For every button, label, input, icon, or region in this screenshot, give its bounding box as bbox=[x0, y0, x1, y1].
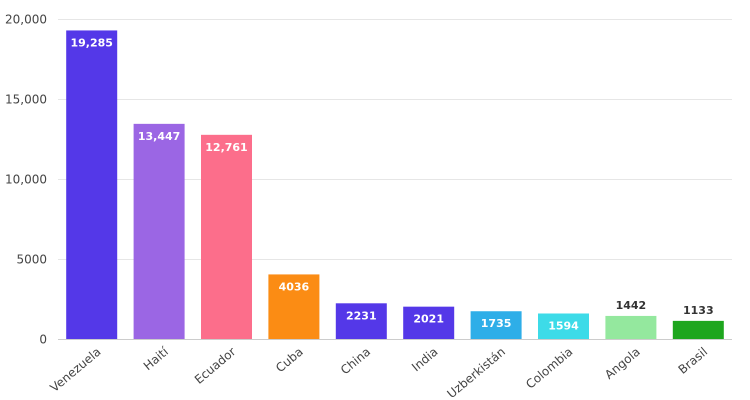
x-tick-label: Angola bbox=[602, 345, 643, 382]
x-axis-tick-labels: Venezuela Haití Ecuador Cuba China India Uzber… bbox=[47, 344, 710, 400]
bars bbox=[66, 30, 724, 340]
bar[interactable] bbox=[335, 303, 387, 339]
bar[interactable] bbox=[470, 311, 522, 339]
x-tick-label: Cuba bbox=[273, 345, 306, 376]
y-tick-label: 0 bbox=[39, 333, 47, 347]
x-tick-label: Uzberkistán bbox=[444, 345, 508, 400]
x-tick-label: Haití bbox=[141, 344, 172, 373]
x-tick-label: Brasil bbox=[676, 345, 711, 377]
data-label: 1442 bbox=[616, 299, 647, 312]
y-tick-label: 20,000 bbox=[5, 13, 47, 27]
bar[interactable] bbox=[538, 313, 589, 339]
bar[interactable] bbox=[605, 315, 657, 339]
y-tick-label: 5000 bbox=[16, 253, 47, 267]
bar[interactable] bbox=[268, 274, 320, 339]
data-label: 1133 bbox=[683, 304, 714, 317]
y-tick-label: 10,000 bbox=[5, 173, 47, 187]
bar[interactable] bbox=[403, 306, 455, 339]
y-tick-label: 15,000 bbox=[5, 93, 47, 107]
data-labels: 19,285 13,447 12,761 4036 2231 2021 1735 1594 14… bbox=[70, 36, 713, 332]
bar[interactable] bbox=[133, 123, 185, 340]
x-tick-label: Colombia bbox=[523, 345, 575, 392]
data-label: 13,447 bbox=[138, 130, 180, 143]
data-label: 12,761 bbox=[205, 141, 247, 154]
data-label: 19,285 bbox=[70, 36, 112, 49]
y-axis-tick-labels: 0 5000 10,000 15,000 20,000 bbox=[5, 13, 47, 347]
bar[interactable] bbox=[672, 320, 724, 339]
x-tick-label: China bbox=[338, 345, 373, 378]
bar[interactable] bbox=[201, 134, 252, 339]
data-label: 1735 bbox=[481, 317, 512, 330]
data-label: 2231 bbox=[346, 309, 377, 322]
data-label: 4036 bbox=[279, 280, 310, 293]
data-label: 2021 bbox=[413, 313, 444, 326]
x-tick-label: Ecuador bbox=[192, 345, 239, 387]
x-tick-label: Venezuela bbox=[47, 345, 103, 395]
data-label: 1594 bbox=[548, 319, 579, 332]
x-tick-label: India bbox=[409, 345, 441, 375]
bar[interactable] bbox=[66, 30, 118, 339]
